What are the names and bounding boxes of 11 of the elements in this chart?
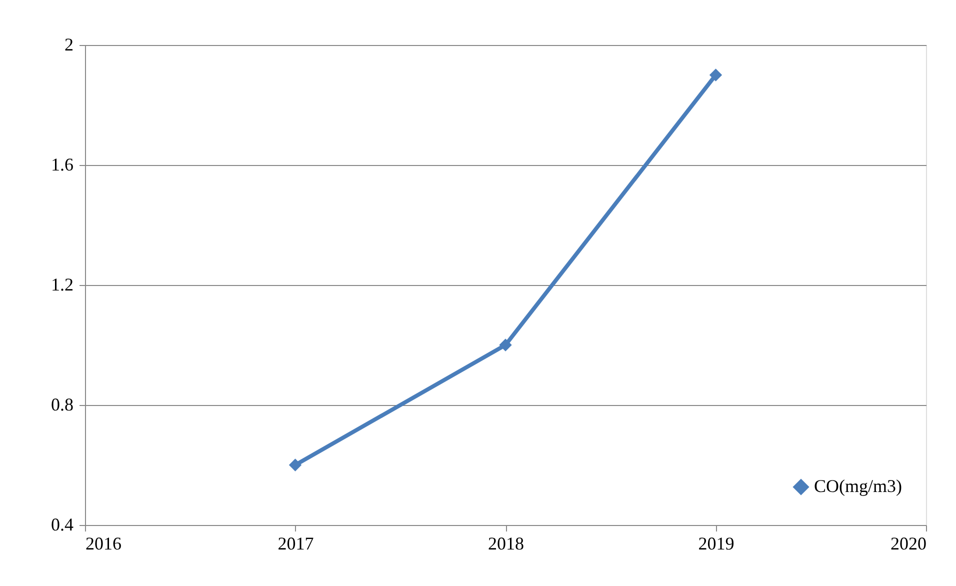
legend-label: CO(mg/m3)	[814, 476, 902, 496]
x-tick-label: 2016	[86, 534, 122, 554]
y-tick-label: 1.2	[51, 274, 74, 294]
y-tick-label: 1.6	[51, 154, 74, 174]
y-tick-label: 0.8	[51, 394, 74, 414]
y-tick-label: 2	[64, 34, 74, 54]
x-tick-label: 2017	[278, 534, 314, 554]
x-tick-label: 2020	[890, 534, 926, 554]
x-tick-label: 2019	[698, 534, 734, 554]
y-tick-label: 0.4	[51, 514, 74, 534]
x-tick-label: 2018	[488, 534, 524, 554]
